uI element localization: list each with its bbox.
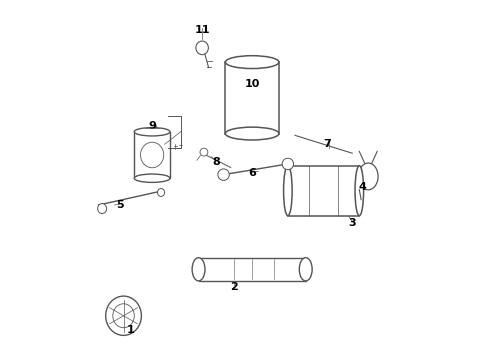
Ellipse shape xyxy=(134,174,170,183)
Ellipse shape xyxy=(134,127,170,136)
Bar xyxy=(198,258,306,281)
Text: 9: 9 xyxy=(148,121,156,131)
Ellipse shape xyxy=(284,166,292,216)
Text: 1: 1 xyxy=(127,325,135,335)
Bar xyxy=(134,132,170,178)
Text: 2: 2 xyxy=(230,282,238,292)
Text: 7: 7 xyxy=(323,139,331,149)
Ellipse shape xyxy=(200,148,208,156)
Ellipse shape xyxy=(106,296,142,336)
Text: 8: 8 xyxy=(213,157,220,167)
Bar xyxy=(225,62,279,134)
Text: 3: 3 xyxy=(348,218,356,228)
Ellipse shape xyxy=(192,258,205,281)
Ellipse shape xyxy=(225,56,279,68)
Text: 11: 11 xyxy=(195,25,210,35)
Ellipse shape xyxy=(355,166,364,216)
Ellipse shape xyxy=(196,41,208,55)
Text: 10: 10 xyxy=(245,78,260,89)
Ellipse shape xyxy=(299,258,312,281)
Text: 4: 4 xyxy=(359,182,367,192)
Bar xyxy=(288,166,359,216)
Ellipse shape xyxy=(225,127,279,140)
Ellipse shape xyxy=(98,203,107,213)
Ellipse shape xyxy=(358,163,378,190)
Ellipse shape xyxy=(282,158,294,170)
Ellipse shape xyxy=(157,189,165,197)
Text: 6: 6 xyxy=(248,168,256,178)
Text: 5: 5 xyxy=(116,200,124,210)
Ellipse shape xyxy=(218,169,229,180)
